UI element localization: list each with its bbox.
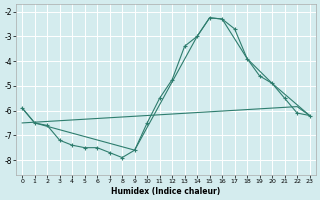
X-axis label: Humidex (Indice chaleur): Humidex (Indice chaleur): [111, 187, 220, 196]
